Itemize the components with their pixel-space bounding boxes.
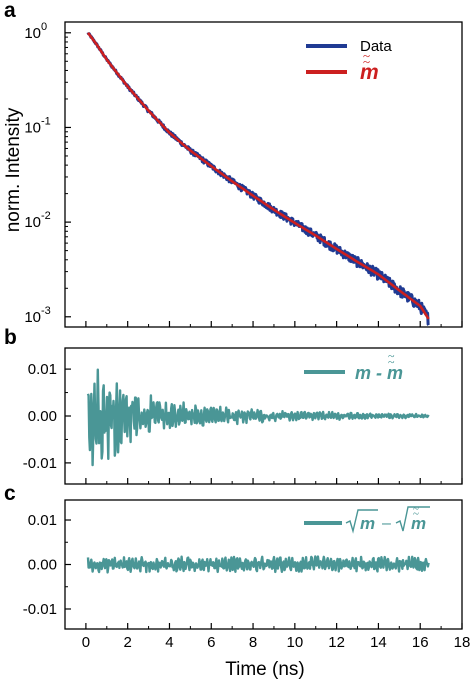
x-tick-label: 2 <box>124 634 132 651</box>
tilde-mark: ~ <box>413 508 419 520</box>
panel-letter-c: c <box>4 482 16 505</box>
panel-c: 0 2 4 6 8 10 12 14 16 18 0.01 0.00 -0.01 <box>23 499 471 651</box>
plot-frame-a <box>64 21 463 328</box>
x-tick-label: 6 <box>207 634 215 651</box>
y-tick-label-exponent: -3 <box>41 305 51 317</box>
tilde-mark: ~ <box>388 355 395 369</box>
x-tick-label: 18 <box>454 634 471 651</box>
series-line-fit <box>86 32 430 320</box>
legend-label-c-minus: – <box>382 515 391 532</box>
panel-letter-b: b <box>4 326 17 349</box>
series-line-residual-b <box>86 368 430 467</box>
tilde-mark: ~ <box>413 503 419 515</box>
x-tick-label: 14 <box>370 634 387 651</box>
panel-b: 0.01 0.00 -0.01 <box>23 347 463 485</box>
y-tick-label: 0.00 <box>28 408 57 425</box>
x-axis-title: Time (ns) <box>225 659 305 680</box>
legend-label-fit: m ~ ~ <box>360 48 379 84</box>
legend-label-b: m - m <box>355 363 403 383</box>
legend-c: m – m ~ ~ <box>304 503 430 534</box>
y-tick-label: -0.01 <box>23 601 57 618</box>
sqrt-symbol <box>395 506 430 532</box>
legend-label-c-second: m <box>411 514 426 533</box>
x-tick-label: 10 <box>286 634 303 651</box>
y-tick-label: 0.01 <box>28 361 57 378</box>
series-line-residual-c <box>86 555 430 574</box>
x-tick-label: 12 <box>328 634 345 651</box>
x-tick-label: 0 <box>82 634 90 651</box>
tilde-mark: ~ <box>363 54 370 69</box>
y-tick-label: 10 <box>24 214 41 231</box>
legend-label-c-first: m <box>360 514 375 533</box>
svg-text:m: m <box>360 61 379 84</box>
y-tick-label: 0.00 <box>28 557 57 574</box>
x-tick-label: 4 <box>165 634 173 651</box>
legend-a: Data m ~ ~ <box>306 38 392 84</box>
x-tick-label: 8 <box>249 634 257 651</box>
panel-letter-a: a <box>4 0 16 22</box>
y-tick-label: 10 <box>24 119 41 136</box>
legend-b: m - m ~ ~ <box>304 349 403 383</box>
sqrt-symbol <box>345 509 378 534</box>
y-tick-label: 10 <box>24 25 41 42</box>
tilde-mark: ~ <box>388 349 395 363</box>
tilde-mark: ~ <box>363 48 370 63</box>
y-tick-label: 10 <box>24 309 41 326</box>
legend-label-data: Data <box>360 38 392 55</box>
y-tick-label: 0.01 <box>28 512 57 529</box>
y-tick-label-exponent: -2 <box>41 210 51 222</box>
y-tick-label-exponent: 0 <box>41 21 47 33</box>
y-tick-label: -0.01 <box>23 455 57 472</box>
y-tick-label-exponent: -1 <box>41 115 51 127</box>
x-tick-label: 16 <box>412 634 429 651</box>
y-axis-title-a: norm. Intensity <box>3 107 24 232</box>
